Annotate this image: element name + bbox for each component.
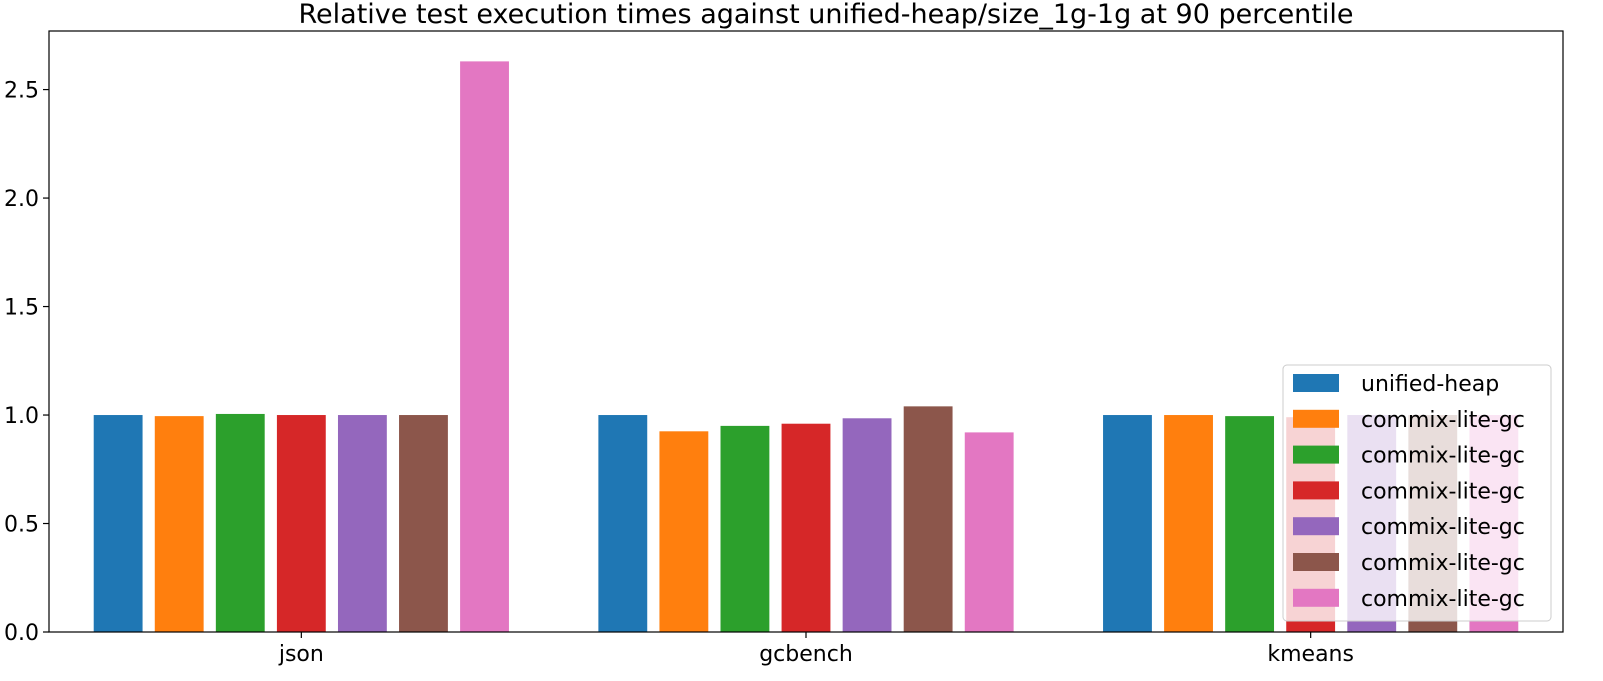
y-tick-label: 0.0 bbox=[4, 621, 39, 646]
x-tick-label: gcbench bbox=[759, 642, 853, 667]
legend: unified-heap commix-lite-gc commix-lite-gc… bbox=[1282, 364, 1552, 622]
legend-label: commix-lite-gc bbox=[1361, 479, 1525, 504]
bar-gcbench-series-0 bbox=[598, 415, 648, 632]
chart-title: Relative test execution times against un… bbox=[298, 0, 1353, 30]
legend-label: commix-lite-gc bbox=[1361, 515, 1525, 540]
bar-gcbench-series-6 bbox=[964, 432, 1014, 632]
bar-json-series-4 bbox=[337, 415, 387, 632]
bar-json-series-5 bbox=[399, 415, 448, 632]
y-tick-label: 0.5 bbox=[4, 513, 39, 538]
legend-swatch bbox=[1293, 374, 1339, 392]
legend-label: unified-heap bbox=[1361, 372, 1499, 397]
bar-json-series-2 bbox=[215, 413, 265, 632]
legend-label: commix-lite-gc bbox=[1361, 444, 1525, 469]
bar-json-series-6 bbox=[460, 61, 509, 633]
bar-json-series-0 bbox=[93, 415, 143, 632]
y-tick-label: 2.5 bbox=[4, 79, 39, 104]
legend-box bbox=[1282, 364, 1552, 622]
legend-label: commix-lite-gc bbox=[1361, 587, 1525, 612]
x-tick-label: kmeans bbox=[1267, 642, 1354, 667]
axes-group: 0.0 0.5 1.0 1.5 2.0 2.5 json gcbench kmeans bbox=[4, 30, 1564, 667]
y-tick-label: 1.0 bbox=[4, 404, 39, 429]
bar-gcbench-series-1 bbox=[659, 431, 709, 632]
legend-swatch bbox=[1293, 481, 1339, 500]
y-tick-label: 1.5 bbox=[4, 296, 39, 321]
bar-kmeans-series-2 bbox=[1225, 416, 1275, 632]
legend-label: commix-lite-gc bbox=[1361, 551, 1525, 576]
x-tick-label: json bbox=[278, 642, 324, 667]
bar-gcbench-series-5 bbox=[903, 406, 953, 632]
legend-swatch bbox=[1293, 517, 1339, 536]
legend-label: commix-lite-gc bbox=[1361, 408, 1525, 433]
bar-gcbench-series-3 bbox=[781, 423, 831, 632]
y-tick-label: 2.0 bbox=[4, 187, 39, 212]
legend-swatch bbox=[1293, 553, 1339, 571]
bar-gcbench-series-4 bbox=[842, 418, 892, 632]
legend-swatch bbox=[1293, 409, 1339, 428]
bar-kmeans-series-0 bbox=[1103, 415, 1152, 632]
legend-swatch bbox=[1293, 588, 1339, 607]
bar-json-series-3 bbox=[276, 415, 326, 632]
bar-gcbench-series-2 bbox=[720, 425, 770, 632]
bar-kmeans-series-1 bbox=[1164, 415, 1213, 632]
legend-swatch bbox=[1293, 445, 1339, 464]
bar-json-series-1 bbox=[154, 416, 204, 632]
